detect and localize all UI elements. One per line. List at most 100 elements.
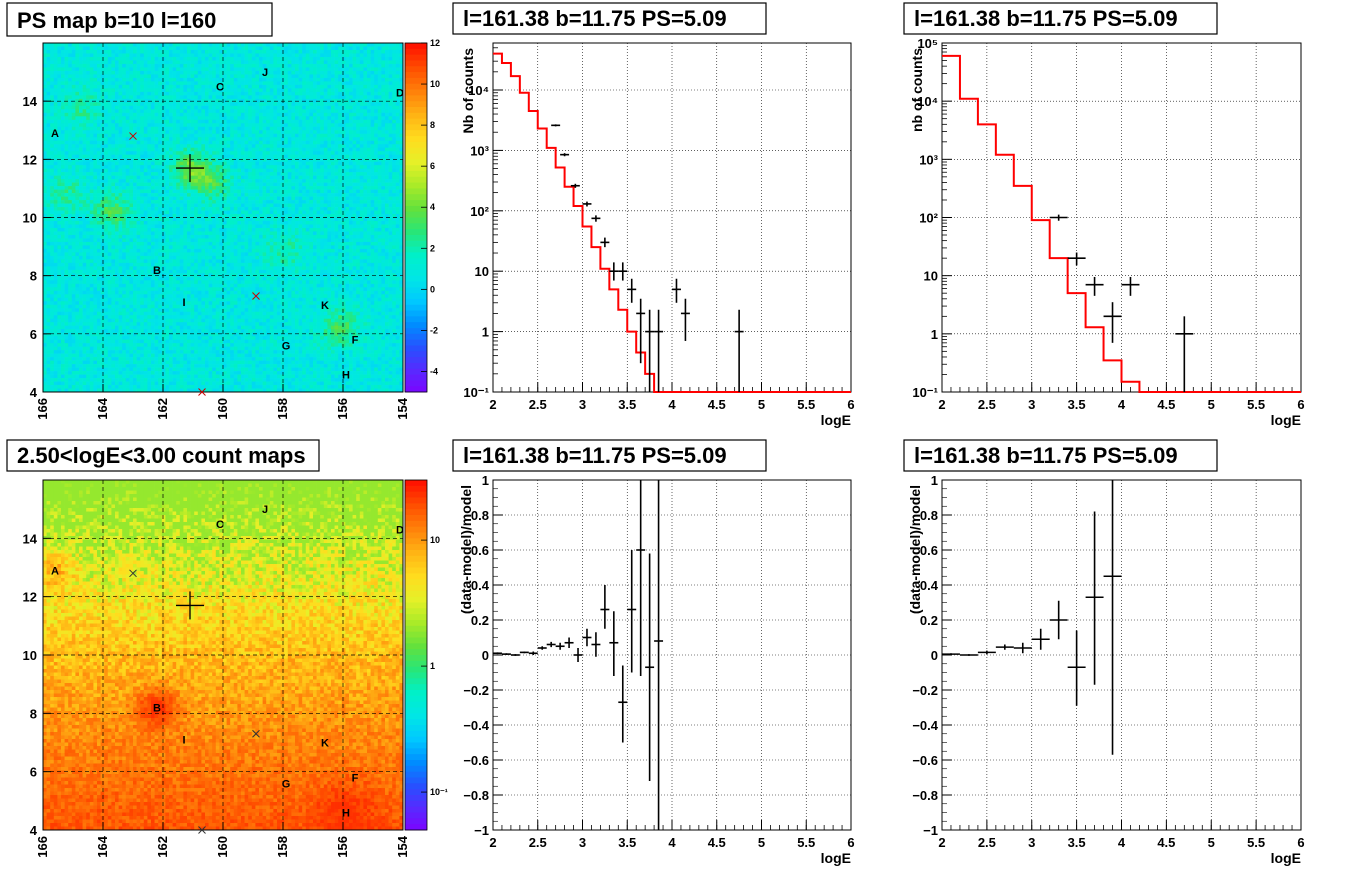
y-tick-label: 10 xyxy=(475,264,489,279)
x-tick-label: 4.5 xyxy=(1157,397,1175,412)
source-label: I xyxy=(182,735,185,747)
data-point xyxy=(627,550,637,673)
y-tick-label: −0.6 xyxy=(463,753,489,768)
x-tick-label: 5 xyxy=(758,397,765,412)
x-tick-label: 156 xyxy=(335,836,350,858)
x-tick-label: 3 xyxy=(1028,397,1035,412)
x-marker xyxy=(198,388,206,396)
chart-title: l=161.38 b=11.75 PS=5.09 xyxy=(914,443,1178,468)
cross-marker xyxy=(176,154,204,183)
y-tick-label: 0.6 xyxy=(471,543,489,558)
data-point xyxy=(636,480,646,676)
source-label: B xyxy=(153,265,161,277)
chart-title-box xyxy=(903,439,1218,472)
y-tick-label: 4 xyxy=(30,385,38,400)
y-tick-label: 14 xyxy=(23,94,38,109)
data-point xyxy=(1121,276,1140,296)
source-label: G xyxy=(282,778,291,790)
y-tick-label: 10⁵ xyxy=(917,36,938,51)
x-marker xyxy=(129,132,137,140)
x-tick-label: 2.5 xyxy=(978,397,996,412)
data-point xyxy=(528,651,538,655)
x-tick-label: 156 xyxy=(335,398,350,420)
y-tick-label: 10² xyxy=(470,204,489,219)
colorbar-tick-label: 2 xyxy=(430,243,435,253)
y-tick-label: 0 xyxy=(931,648,938,663)
y-tick-label: 0.2 xyxy=(471,613,489,628)
data-point xyxy=(1049,214,1068,221)
y-tick-label: −1 xyxy=(923,823,938,838)
y-tick-label: 10⁴ xyxy=(917,94,938,109)
x-tick-label: 3 xyxy=(579,835,586,850)
x-tick-label: 2 xyxy=(489,835,496,850)
grid-lines xyxy=(942,42,1301,393)
source-label: J xyxy=(262,67,268,79)
y-tick-label: −0.8 xyxy=(912,788,938,803)
x-marker xyxy=(129,569,137,578)
data-point xyxy=(645,553,655,781)
x-tick-label: 2.5 xyxy=(529,835,547,850)
data-point xyxy=(942,653,960,655)
data-point xyxy=(1013,642,1032,654)
chart-title-box xyxy=(6,2,273,37)
data-point xyxy=(1067,630,1086,706)
x-tick-label: 2.5 xyxy=(529,397,547,412)
y-tick-label: 10³ xyxy=(919,152,938,167)
source-label: C xyxy=(216,82,224,94)
data-point xyxy=(672,278,681,303)
y-tick-label: 1 xyxy=(482,325,489,340)
x-tick-label: 162 xyxy=(155,836,170,858)
x-tick-label: 2.5 xyxy=(978,835,996,850)
data-point xyxy=(734,309,744,392)
data-point xyxy=(609,262,619,281)
y-tick-label: 1 xyxy=(931,473,938,488)
x-tick-label: 6 xyxy=(1297,397,1304,412)
y-axis-label: (data-model)/model xyxy=(907,485,923,614)
data-point xyxy=(959,654,978,656)
data-point xyxy=(573,648,583,662)
source-label: J xyxy=(262,504,268,516)
data-point xyxy=(591,215,601,222)
y-tick-label: 10⁴ xyxy=(468,83,489,98)
y-tick-label: −0.8 xyxy=(463,788,489,803)
y-tick-label: 0.4 xyxy=(471,578,490,593)
y-tick-label: −0.2 xyxy=(912,683,938,698)
source-label: D xyxy=(396,525,404,537)
data-point xyxy=(546,641,556,648)
colorbar-tick-label: -2 xyxy=(430,325,438,335)
x-tick-label: 3.5 xyxy=(1068,835,1086,850)
x-tick-label: 5 xyxy=(1208,835,1215,850)
colorbar-tick-label: -4 xyxy=(430,366,438,376)
chart-title: PS map b=10 l=160 xyxy=(17,8,216,33)
x-tick-label: 5 xyxy=(1208,397,1215,412)
data-point xyxy=(510,654,520,656)
data-point xyxy=(645,309,655,392)
x-tick-label: 5.5 xyxy=(1247,397,1265,412)
y-tick-label: 0 xyxy=(482,648,489,663)
data-point xyxy=(680,298,690,341)
data-point xyxy=(570,183,580,188)
y-tick-label: 14 xyxy=(23,531,38,546)
x-marker xyxy=(198,826,206,834)
x-axis-label: logE xyxy=(1271,850,1301,866)
x-tick-label: 6 xyxy=(1297,835,1304,850)
source-label: B xyxy=(153,703,161,715)
y-tick-label: 0.4 xyxy=(920,578,939,593)
x-tick-label: 164 xyxy=(95,835,110,857)
y-tick-label: 1 xyxy=(931,327,938,342)
data-point xyxy=(600,585,610,629)
chart-title-box xyxy=(6,439,320,472)
y-axis-label: Nb of counts xyxy=(460,48,476,134)
x-tick-label: 4 xyxy=(668,835,676,850)
data-point xyxy=(501,653,511,655)
data-point xyxy=(627,278,637,303)
grid-lines xyxy=(493,43,851,393)
colorbar: 10 1 10⁻¹ xyxy=(404,479,448,831)
data-point xyxy=(636,298,646,364)
source-label: A xyxy=(51,565,59,577)
x-tick-label: 4 xyxy=(1118,835,1126,850)
y-axis-label: (data-model)/model xyxy=(458,485,474,614)
x-tick-label: 158 xyxy=(275,836,290,858)
x-tick-label: 5.5 xyxy=(797,835,815,850)
y-tick-label: −0.4 xyxy=(912,718,938,733)
